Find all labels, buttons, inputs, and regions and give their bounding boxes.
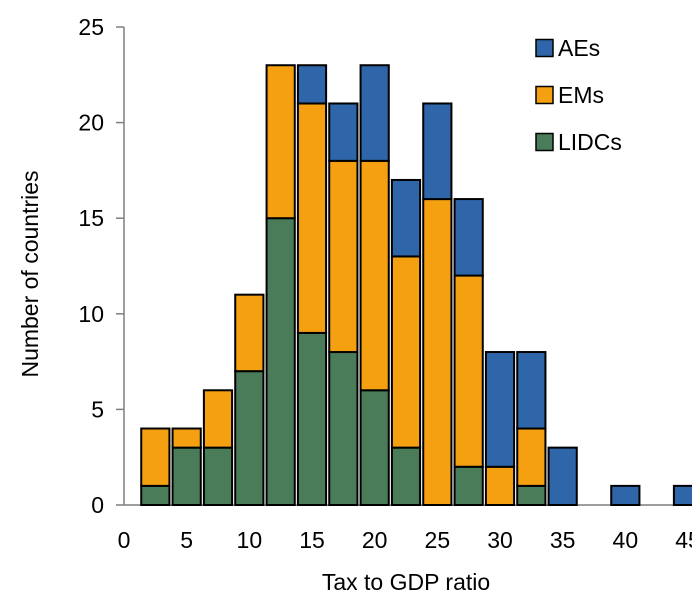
- bar-ems: [140, 427, 171, 487]
- bar-aes: [484, 351, 516, 468]
- y-tick-label: 0: [91, 492, 104, 518]
- bar-aes: [516, 351, 547, 430]
- bar-lidcs: [516, 484, 547, 507]
- bar-ems: [265, 64, 296, 220]
- legend: AEs EMs LIDCs: [535, 35, 622, 155]
- bar-aes: [610, 484, 641, 507]
- y-tick-label: 25: [78, 14, 104, 40]
- bar-lidcs: [234, 370, 265, 506]
- bar-lidcs: [453, 465, 484, 507]
- bar-lidcs: [171, 446, 202, 507]
- bar-ems: [422, 198, 453, 507]
- x-tick-label: 15: [299, 527, 325, 553]
- x-tick-label: 10: [237, 527, 263, 553]
- x-tick-label: 20: [362, 527, 388, 553]
- bar-ems: [296, 102, 328, 334]
- legend-label-lidcs: LIDCs: [558, 129, 622, 155]
- bar-aes: [296, 64, 328, 105]
- bars: [140, 64, 692, 507]
- bar-ems: [202, 389, 234, 449]
- bar-ems: [484, 465, 516, 507]
- bar-lidcs: [140, 484, 171, 507]
- x-tick-label: 25: [425, 527, 451, 553]
- bar-ems: [390, 255, 422, 449]
- x-axis-title: Tax to GDP ratio: [322, 569, 490, 595]
- bar-ems: [171, 427, 202, 449]
- x-tick-label: 0: [118, 527, 131, 553]
- legend-swatch-aes: [535, 38, 554, 58]
- x-tick-label: 30: [487, 527, 513, 553]
- bar-aes: [547, 446, 578, 507]
- bar-ems: [516, 427, 547, 487]
- bar-ems: [453, 274, 484, 468]
- bar-lidcs: [328, 351, 359, 507]
- y-axis: 0 5 10 15 20 25: [78, 14, 125, 518]
- bar-aes: [390, 178, 422, 258]
- bar-lidcs: [359, 389, 390, 506]
- x-tick-label: 5: [180, 527, 193, 553]
- x-tick-label: 35: [550, 527, 576, 553]
- bar-lidcs: [265, 217, 296, 506]
- legend-swatch-ems: [535, 85, 554, 105]
- bar-lidcs: [296, 331, 328, 507]
- bar-lidcs: [202, 446, 234, 507]
- y-axis-title: Number of countries: [17, 170, 43, 377]
- x-tick-label: 45: [675, 527, 692, 553]
- x-axis: 0 5 10 15 20 25 30 35 40 45: [118, 504, 692, 553]
- legend-swatch-lidcs: [535, 132, 554, 152]
- y-tick-label: 15: [78, 205, 104, 231]
- bar-aes: [328, 102, 359, 162]
- legend-label-aes: AEs: [558, 35, 600, 61]
- legend-label-ems: EMs: [558, 82, 604, 108]
- bar-lidcs: [390, 446, 422, 507]
- bar-aes: [672, 484, 692, 507]
- bar-aes: [422, 102, 453, 201]
- y-tick-label: 10: [78, 301, 104, 327]
- bar-aes: [359, 64, 390, 162]
- bar-ems: [328, 159, 359, 354]
- y-tick-label: 5: [91, 396, 104, 422]
- bar-ems: [359, 159, 390, 392]
- bar-aes: [453, 198, 484, 277]
- y-tick-label: 20: [78, 110, 104, 136]
- x-tick-label: 40: [613, 527, 639, 553]
- bar-ems: [234, 293, 265, 373]
